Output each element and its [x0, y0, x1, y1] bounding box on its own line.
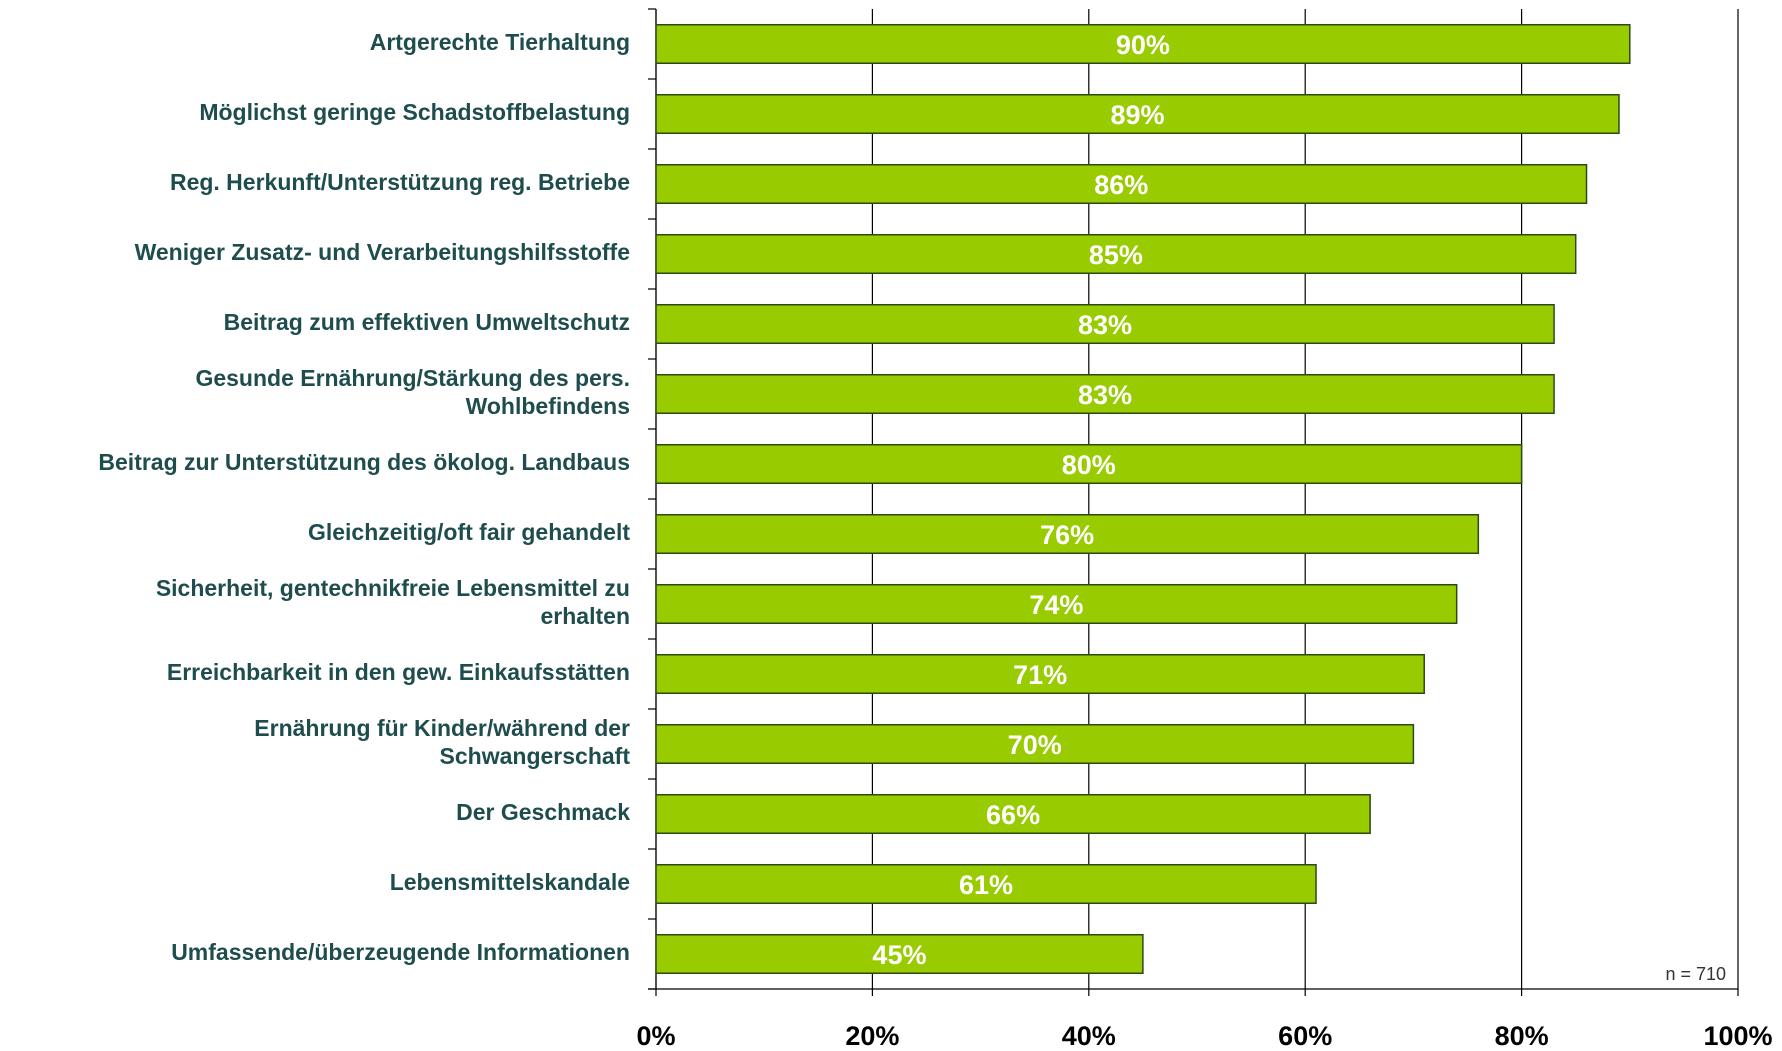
y-tick-label: Gesunde Ernährung/Stärkung des pers. Wohl… — [195, 365, 630, 419]
value-label: 61% — [959, 870, 1013, 900]
y-tick-label: Erreichbarkeit in den gew. Einkaufsstätt… — [167, 659, 630, 685]
bar — [655, 374, 1555, 414]
value-label: 83% — [1078, 310, 1132, 340]
bar — [655, 94, 1620, 134]
bar — [655, 234, 1577, 274]
bar — [655, 584, 1458, 624]
annotation: n = 710 — [1665, 964, 1726, 984]
bar — [655, 24, 1631, 64]
y-tick-label: Beitrag zum effektiven Umweltschutz — [224, 309, 630, 335]
bar — [655, 164, 1588, 204]
y-tick-label: Reg. Herkunft/Unterstützung reg. Betrieb… — [170, 169, 630, 195]
value-label: 80% — [1062, 450, 1116, 480]
bar — [655, 864, 1317, 904]
x-tick-label: 0% — [636, 1021, 675, 1051]
y-tick-label: Sicherheit, gentechnikfreie Lebensmittel… — [156, 575, 630, 629]
bar — [655, 724, 1415, 764]
value-label: 71% — [1013, 660, 1067, 690]
bar — [655, 444, 1523, 484]
y-tick-label: Ernährung für Kinder/während der Schwange… — [254, 715, 630, 769]
y-tick-label: Der Geschmack — [456, 799, 630, 825]
value-label: 66% — [986, 800, 1040, 830]
y-tick-label: Artgerechte Tierhaltung — [370, 29, 630, 55]
bar — [655, 654, 1425, 694]
x-tick-label: 20% — [845, 1021, 899, 1051]
bar — [655, 514, 1480, 554]
x-tick-label: 60% — [1278, 1021, 1332, 1051]
value-label: 85% — [1089, 240, 1143, 270]
y-tick-label: Gleichzeitig/oft fair gehandelt — [308, 519, 630, 545]
y-tick-label: Weniger Zusatz- und Verarbeitungshilfsst… — [135, 239, 630, 265]
value-label: 86% — [1094, 170, 1148, 200]
value-label: 83% — [1078, 380, 1132, 410]
y-tick-label: Beitrag zur Unterstützung des ökolog. La… — [98, 449, 630, 475]
value-label: 90% — [1116, 30, 1170, 60]
x-tick-label: 40% — [1062, 1021, 1116, 1051]
y-tick-label: Möglichst geringe Schadstoffbelastung — [199, 99, 630, 125]
value-label: 74% — [1029, 590, 1083, 620]
value-label: 45% — [872, 940, 926, 970]
y-tick-label: Lebensmittelskandale — [390, 869, 630, 895]
value-label: 70% — [1008, 730, 1062, 760]
value-label: 76% — [1040, 520, 1094, 550]
x-tick-label: 100% — [1703, 1021, 1772, 1051]
x-tick-label: 80% — [1495, 1021, 1549, 1051]
bar — [655, 794, 1371, 834]
y-tick-label: Umfassende/überzeugende Informationen — [171, 939, 630, 965]
value-label: 89% — [1110, 100, 1164, 130]
bar — [655, 934, 1144, 974]
bar — [655, 304, 1555, 344]
